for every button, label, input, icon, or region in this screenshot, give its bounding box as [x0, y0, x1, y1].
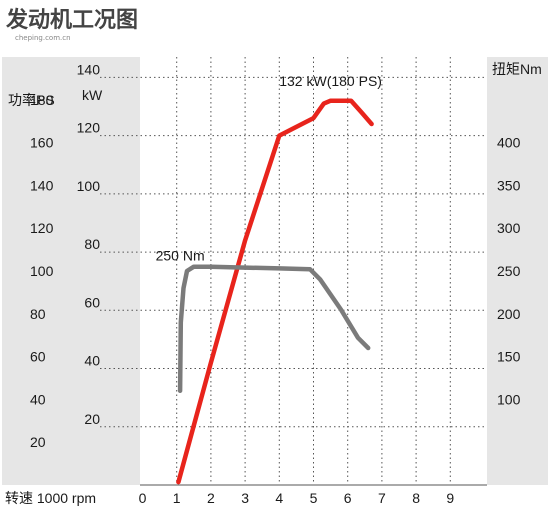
ps-tick-160: 160: [30, 135, 54, 151]
nm-tick-150: 150: [497, 349, 521, 365]
ps-tick-180: 180: [30, 92, 54, 108]
annotation-0: 132 kW(180 PS): [279, 73, 382, 89]
kw-tick-40: 40: [84, 353, 100, 369]
ps-tick-140: 140: [30, 177, 54, 193]
watermark: cheping.com.cn: [15, 34, 71, 42]
ps-axis-label: 功率PS: [8, 92, 55, 108]
x-tick-2: 2: [207, 490, 215, 506]
kw-tick-60: 60: [84, 294, 100, 310]
x-tick-7: 7: [378, 490, 386, 506]
nm-tick-200: 200: [497, 306, 521, 322]
x-tick-5: 5: [310, 490, 318, 506]
ps-tick-120: 120: [30, 220, 54, 236]
x-tick-1: 1: [173, 490, 181, 506]
nm-tick-350: 350: [497, 177, 521, 193]
x-tick-6: 6: [344, 490, 352, 506]
kw-tick-80: 80: [84, 236, 100, 252]
series-lines: [176, 98, 374, 485]
nm-axis-label: 扭矩Nm: [492, 61, 542, 77]
x-tick-0: 0: [139, 490, 147, 506]
kw-tick-120: 120: [77, 120, 101, 136]
ps-tick-100: 100: [30, 263, 54, 279]
nm-tick-300: 300: [497, 220, 521, 236]
x-tick-8: 8: [412, 490, 420, 506]
nm-tick-250: 250: [497, 263, 521, 279]
ps-tick-60: 60: [30, 349, 46, 365]
x-tick-4: 4: [275, 490, 283, 506]
kw-tick-20: 20: [84, 411, 100, 427]
torque-curve: [177, 264, 371, 394]
nm-tick-100: 100: [497, 391, 521, 407]
left-axis-panel: [2, 57, 140, 485]
nm-tick-400: 400: [497, 135, 521, 151]
tick-labels: 0 1 2 3 4 5 6 7 8 9 20 40 60 80 100 120 140 20 40 60 80 100 12…: [30, 61, 521, 506]
ps-tick-20: 20: [30, 434, 46, 450]
x-axis-label: 转速 1000 rpm: [5, 490, 96, 506]
annotation-1: 250 Nm: [156, 248, 205, 264]
kw-tick-100: 100: [77, 178, 101, 194]
chart-title: 发动机工况图: [5, 7, 138, 33]
ps-tick-80: 80: [30, 306, 46, 322]
x-tick-3: 3: [241, 490, 249, 506]
kw-axis-label: kW: [82, 87, 103, 103]
x-tick-9: 9: [446, 490, 454, 506]
ps-tick-40: 40: [30, 391, 46, 407]
right-axis-panel: [487, 57, 548, 485]
gridlines: [100, 57, 487, 485]
kw-tick-140: 140: [77, 61, 101, 77]
power-curve: [176, 98, 374, 485]
annotations: 132 kW(180 PS) 250 Nm: [156, 73, 382, 264]
